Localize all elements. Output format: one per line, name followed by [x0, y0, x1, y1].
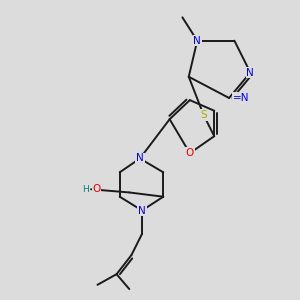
- Text: N: N: [138, 206, 146, 215]
- Text: N: N: [136, 154, 144, 164]
- Text: O: O: [92, 184, 100, 194]
- Text: N: N: [194, 36, 201, 46]
- Text: N: N: [246, 68, 254, 77]
- Text: =N: =N: [233, 93, 250, 103]
- Text: S: S: [200, 110, 207, 120]
- Text: O: O: [186, 148, 194, 158]
- Text: H: H: [82, 185, 89, 194]
